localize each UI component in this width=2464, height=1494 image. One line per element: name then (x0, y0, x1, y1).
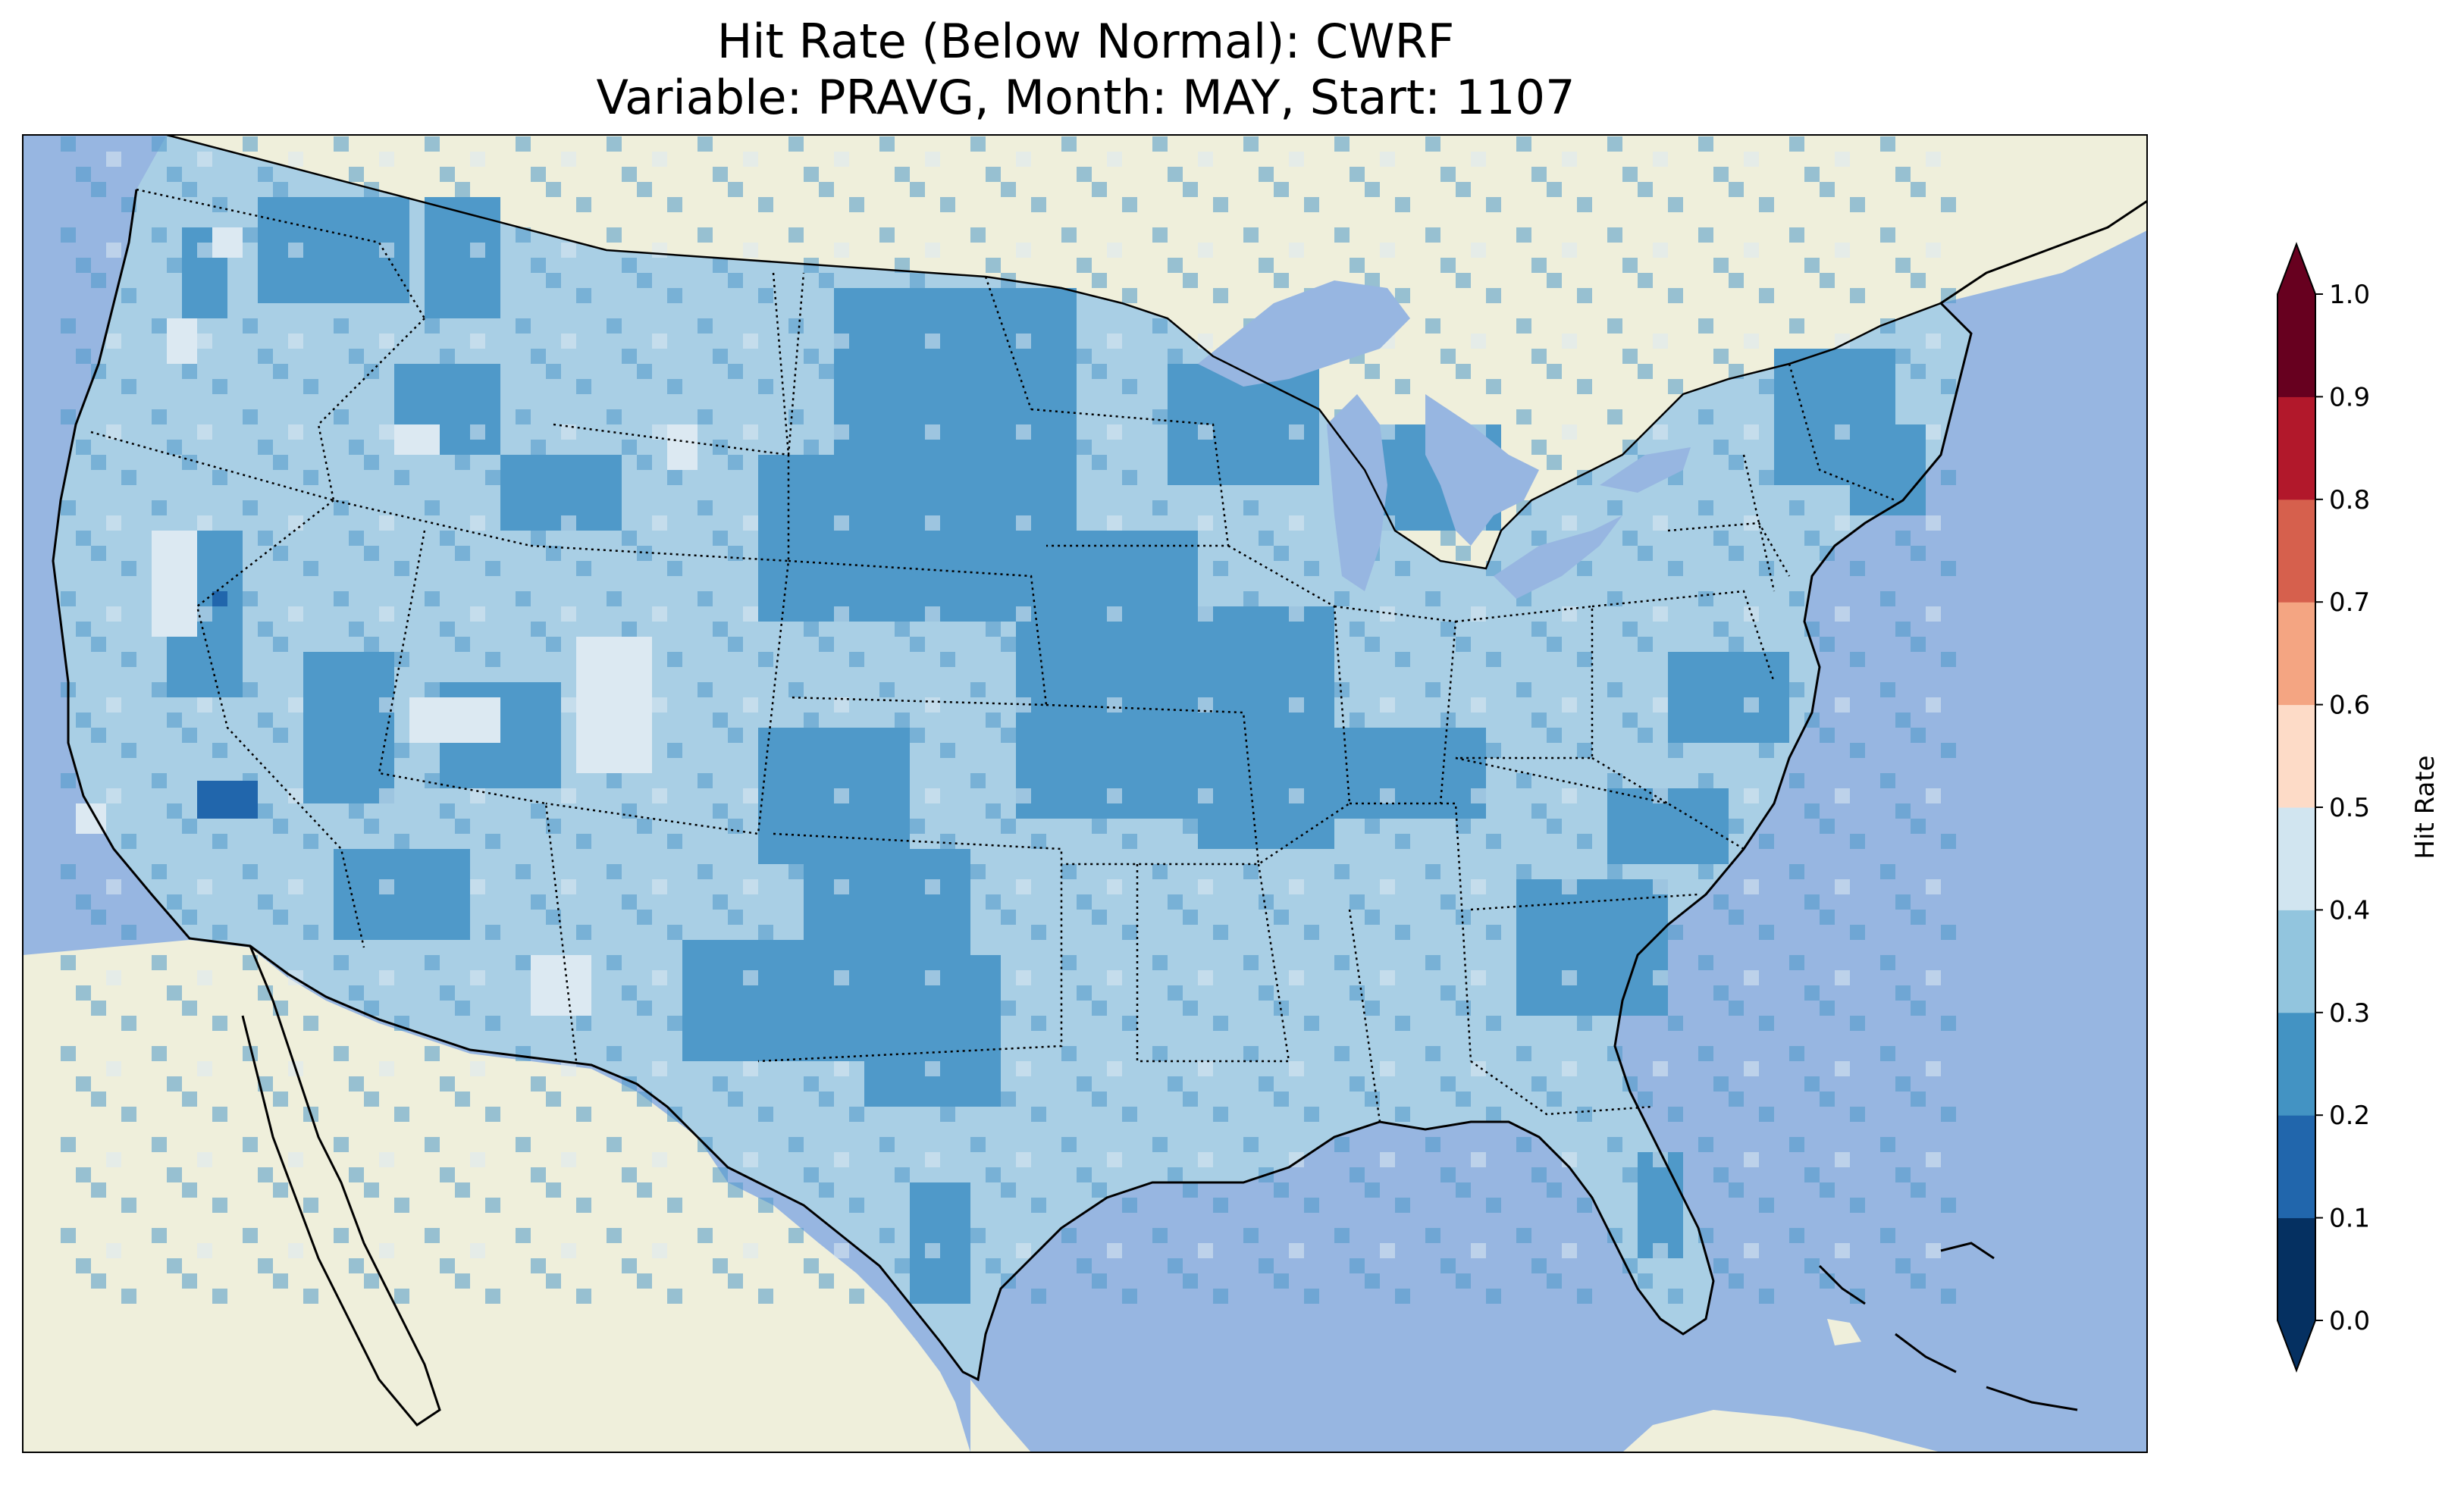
colorbar-tick-label: 0.7 (2329, 587, 2370, 618)
field-patches-0.1-0.2 (197, 591, 258, 819)
state-borders (90, 188, 1896, 1123)
land-bahamas (1827, 1319, 1861, 1345)
land-cuba (1622, 1410, 1941, 1452)
coastline-conus (52, 189, 2147, 1382)
colorbar-label: Hit Rate (2410, 755, 2440, 859)
colorbar-segment (2277, 1012, 2315, 1116)
colorbar-extend-under (2277, 1320, 2315, 1370)
colorbar-tick-label: 0.5 (2329, 793, 2370, 823)
colorbar-tick-label: 0.1 (2329, 1204, 2370, 1234)
colorbar: 0.0 0.1 0.2 0.3 0.4 0.5 0.6 0.7 0.8 0.9 1.0 Hit Rat… (2277, 242, 2440, 1373)
land-mexico-east (970, 1380, 1031, 1452)
great-lakes (1198, 280, 1691, 599)
chart-title-line2: Variable: PRAVG, Month: MAY, Start: 1107 (596, 70, 1575, 125)
colorbar-segment (2277, 499, 2315, 603)
colorbar-tick-label: 0.4 (2329, 895, 2370, 926)
map-panel (23, 135, 2147, 1452)
colorbar-tick-label: 1.0 (2329, 280, 2370, 310)
colorbar-tick-label: 0.3 (2329, 998, 2370, 1029)
colorbar-tick-label: 0.9 (2329, 382, 2370, 412)
coastline-islands (1818, 1242, 2078, 1411)
colorbar-segment (2277, 602, 2315, 706)
colorbar-segment (2277, 807, 2315, 910)
colorbar-tick-label: 0.2 (2329, 1101, 2370, 1131)
map-frame (22, 134, 2148, 1453)
colorbar-extend-over (2277, 244, 2315, 294)
colorbar-tick-label: 0.6 (2329, 691, 2370, 721)
colorbar-segment (2277, 396, 2315, 500)
field-patches-0.4-0.5 (76, 227, 698, 1016)
coastline-mexico (241, 945, 441, 1427)
colorbar-tick-label: 0.0 (2329, 1306, 2370, 1336)
colorbar-segment (2277, 704, 2315, 808)
colorbar-segment (2277, 910, 2315, 1013)
colorbar-segment (2277, 1217, 2315, 1321)
chart-title-line1: Hit Rate (Below Normal): CWRF (717, 14, 1455, 69)
colorbar-segment (2277, 294, 2315, 397)
border-us-canada (166, 135, 1942, 570)
colorbar-segment (2277, 1115, 2315, 1219)
colorbar-tick-label: 0.8 (2329, 485, 2370, 515)
